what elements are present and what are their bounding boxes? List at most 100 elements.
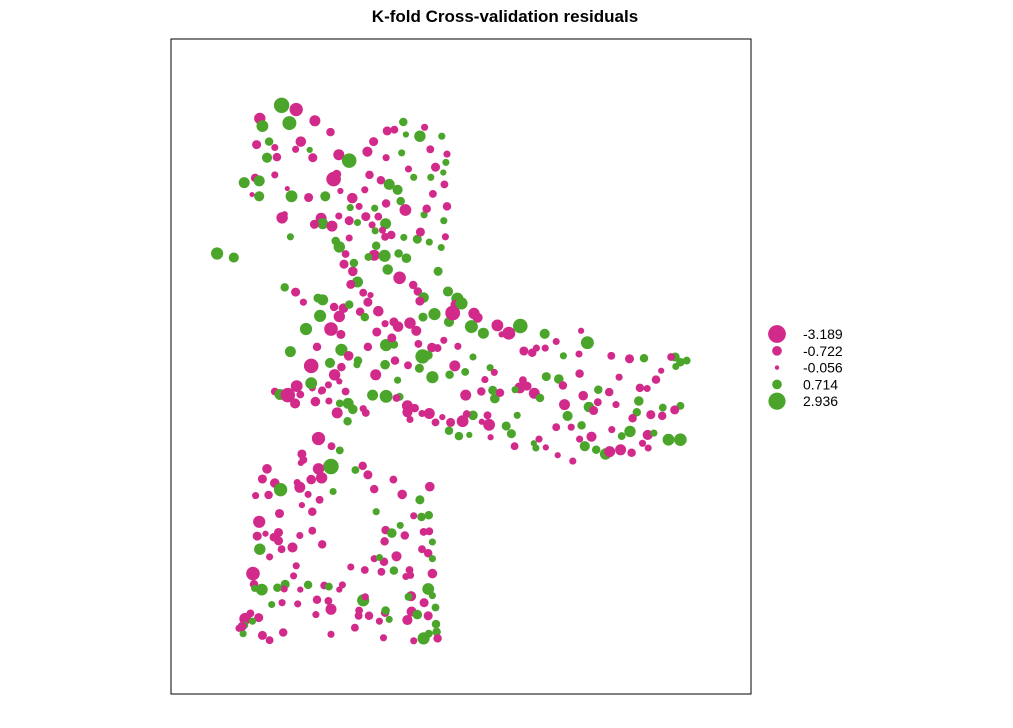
data-point (355, 202, 363, 210)
data-point (577, 327, 585, 334)
data-point (612, 401, 620, 409)
data-point (309, 219, 319, 229)
data-point (397, 489, 408, 500)
data-point (607, 351, 616, 360)
data-point (292, 562, 300, 570)
data-point (382, 154, 390, 162)
data-point (554, 374, 564, 384)
data-point (440, 217, 448, 225)
data-point (577, 421, 586, 430)
data-point (273, 583, 282, 593)
data-point (256, 120, 269, 133)
data-point (280, 585, 288, 593)
data-point (400, 233, 408, 241)
data-point (290, 380, 303, 393)
data-point (379, 389, 393, 403)
data-point (404, 592, 413, 601)
data-point (559, 399, 570, 411)
data-point (644, 444, 652, 452)
data-point (327, 630, 335, 638)
data-point (294, 600, 302, 608)
data-point (464, 320, 478, 334)
data-point (254, 543, 266, 555)
data-point (491, 319, 504, 332)
data-point (552, 337, 560, 346)
data-point (261, 152, 273, 163)
data-point (511, 386, 519, 394)
data-point (358, 461, 367, 471)
data-point (343, 351, 354, 361)
data-point (604, 446, 616, 458)
data-point (324, 596, 333, 605)
data-point (501, 421, 511, 431)
data-point (423, 408, 435, 419)
data-point (427, 173, 435, 181)
data-point (423, 350, 433, 360)
data-point (298, 501, 306, 509)
data-point (252, 140, 262, 150)
data-point (373, 305, 384, 317)
data-point (410, 173, 418, 181)
data-point (360, 312, 370, 322)
data-point (339, 259, 349, 269)
legend-label: -3.189 (803, 326, 843, 342)
data-point (426, 145, 435, 154)
data-point (390, 125, 399, 134)
data-point (431, 619, 441, 629)
data-point (682, 356, 691, 365)
data-point (639, 353, 649, 363)
data-point (249, 191, 255, 198)
data-point (326, 127, 335, 137)
data-point (296, 390, 305, 399)
data-point (554, 452, 561, 459)
legend-marker (772, 345, 782, 356)
data-point (383, 178, 395, 190)
data-point (336, 329, 346, 339)
data-point (415, 296, 425, 306)
data-point (304, 192, 314, 203)
data-point (646, 410, 656, 420)
data-point (382, 126, 392, 136)
data-point (410, 512, 418, 520)
data-point (332, 169, 342, 179)
data-point (262, 464, 272, 474)
data-point (481, 376, 489, 384)
data-point (455, 297, 468, 310)
data-point (657, 411, 667, 421)
data-point (255, 583, 268, 596)
data-point (392, 184, 403, 195)
data-point (317, 388, 325, 395)
data-point (404, 361, 412, 370)
legend-label: 0.714 (803, 376, 838, 392)
data-point (438, 132, 446, 140)
data-point (477, 387, 486, 396)
data-point (389, 475, 398, 484)
data-point (400, 531, 410, 540)
data-point (469, 353, 477, 361)
data-point (364, 253, 373, 261)
data-point (335, 212, 343, 220)
data-point (273, 536, 284, 546)
data-point (658, 403, 667, 412)
data-point (586, 431, 597, 442)
data-point (425, 238, 433, 246)
data-point (399, 204, 412, 216)
data-point (347, 192, 358, 204)
data-point (440, 169, 447, 176)
data-point (324, 357, 336, 368)
data-point (472, 312, 483, 323)
data-point (360, 566, 369, 574)
data-point (535, 435, 543, 443)
data-point (308, 526, 317, 535)
data-point (651, 375, 661, 384)
data-point (273, 483, 288, 497)
data-point (567, 423, 575, 431)
data-point (344, 216, 354, 226)
data-point (344, 300, 354, 309)
data-point (643, 384, 651, 393)
data-point (510, 442, 519, 451)
data-point (331, 236, 340, 246)
data-point (317, 540, 327, 549)
data-point (558, 381, 568, 390)
